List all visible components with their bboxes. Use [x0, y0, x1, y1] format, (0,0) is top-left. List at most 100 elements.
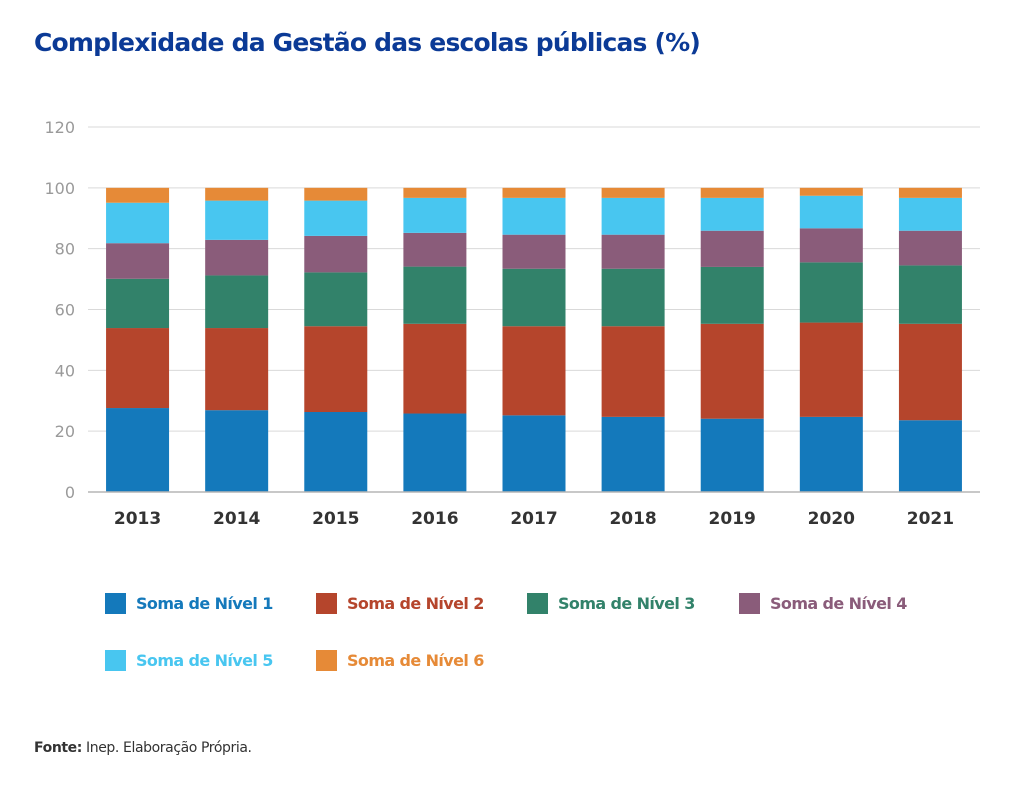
bar-segment-2018-nivel-3: [601, 268, 665, 327]
bar-segment-2021-nivel-1: [898, 420, 962, 492]
legend-label: Soma de Nível 3: [558, 594, 695, 613]
bar-stack-2020: [799, 187, 863, 492]
legend-item-nivel-1: Soma de Nível 1: [105, 593, 273, 614]
legend-item-nivel-2: Soma de Nível 2: [316, 593, 484, 614]
bar-segment-2017-nivel-6: [502, 187, 566, 198]
bar-segment-2015-nivel-1: [304, 412, 368, 492]
bar-segment-2015-nivel-2: [304, 326, 368, 413]
bar-segment-2021-nivel-6: [898, 187, 962, 198]
bar-segment-2014-nivel-3: [205, 275, 269, 329]
bar-segment-2015-nivel-3: [304, 272, 368, 327]
bar-segment-2016-nivel-1: [403, 413, 467, 492]
legend-label: Soma de Nível 4: [770, 594, 907, 613]
bar-segment-2015-nivel-5: [304, 200, 368, 236]
bar-segment-2013-nivel-6: [106, 187, 170, 203]
bar-segment-2018-nivel-4: [601, 234, 665, 269]
bar-segment-2018-nivel-2: [601, 326, 665, 417]
legend-swatch: [105, 650, 126, 671]
x-tick-label: 2020: [808, 509, 855, 529]
bar-segment-2017-nivel-2: [502, 326, 566, 416]
bar-segment-2014-nivel-6: [205, 187, 269, 201]
bar-segment-2016-nivel-4: [403, 232, 467, 267]
bar-segment-2020-nivel-5: [799, 195, 863, 229]
bar-segment-2015-nivel-6: [304, 187, 368, 201]
bar-segment-2013-nivel-1: [106, 408, 170, 492]
bar-segment-2019-nivel-6: [700, 187, 764, 198]
legend-swatch: [316, 593, 337, 614]
bar-segment-2021-nivel-5: [898, 197, 962, 231]
bar-segment-2019-nivel-5: [700, 197, 764, 231]
legend-swatch: [316, 650, 337, 671]
bar-segment-2020-nivel-6: [799, 187, 863, 196]
bar-stack-2021: [898, 187, 962, 492]
legend-label: Soma de Nível 2: [347, 594, 484, 613]
y-tick-label: 120: [44, 118, 75, 137]
bars: [106, 187, 962, 492]
bar-segment-2020-nivel-3: [799, 262, 863, 323]
bar-stack-2016: [403, 187, 467, 492]
legend-swatch: [739, 593, 760, 614]
legend-label: Soma de Nível 1: [136, 594, 273, 613]
source-label: Fonte:: [34, 740, 82, 756]
bar-segment-2021-nivel-3: [898, 265, 962, 324]
bar-segment-2020-nivel-1: [799, 416, 863, 492]
bar-segment-2020-nivel-4: [799, 228, 863, 263]
y-tick-label: 100: [44, 179, 75, 198]
x-tick-label: 2016: [411, 509, 458, 529]
bar-segment-2019-nivel-1: [700, 418, 764, 492]
bar-segment-2015-nivel-4: [304, 235, 368, 273]
y-tick-label: 0: [65, 483, 75, 502]
legend-item-nivel-6: Soma de Nível 6: [316, 650, 484, 671]
source-note: Fonte: Inep. Elaboração Própria.: [34, 740, 252, 756]
bar-segment-2018-nivel-1: [601, 416, 665, 492]
bar-segment-2013-nivel-2: [106, 328, 170, 409]
y-tick-label: 20: [55, 422, 75, 441]
legend-item-nivel-3: Soma de Nível 3: [527, 593, 695, 614]
bar-segment-2014-nivel-1: [205, 410, 269, 492]
legend-label: Soma de Nível 6: [347, 651, 484, 670]
bar-segment-2013-nivel-5: [106, 202, 170, 244]
bar-segment-2016-nivel-3: [403, 266, 467, 324]
x-tick-label: 2017: [510, 509, 557, 529]
bar-segment-2019-nivel-3: [700, 266, 764, 324]
x-tick-label: 2014: [213, 509, 260, 529]
bar-stack-2017: [502, 187, 566, 492]
x-tick-label: 2018: [609, 509, 656, 529]
y-tick-label: 60: [55, 301, 75, 320]
bar-segment-2017-nivel-5: [502, 197, 566, 235]
legend-item-nivel-4: Soma de Nível 4: [739, 593, 907, 614]
legend-swatch: [527, 593, 548, 614]
bar-segment-2014-nivel-5: [205, 200, 269, 240]
x-tick-label: 2015: [312, 509, 359, 529]
bar-segment-2017-nivel-3: [502, 268, 566, 327]
source-text: Inep. Elaboração Própria.: [81, 740, 252, 756]
chart-title: Complexidade da Gestão das escolas públi…: [34, 28, 701, 57]
bar-segment-2020-nivel-2: [799, 322, 863, 417]
bar-segment-2017-nivel-4: [502, 234, 566, 269]
bar-segment-2019-nivel-4: [700, 230, 764, 267]
bar-segment-2021-nivel-2: [898, 323, 962, 421]
bar-stack-2019: [700, 187, 764, 492]
bar-stack-2013: [106, 187, 170, 492]
bar-segment-2017-nivel-1: [502, 415, 566, 492]
bar-segment-2014-nivel-2: [205, 328, 269, 411]
y-tick-label: 40: [55, 361, 75, 380]
bar-segment-2019-nivel-2: [700, 323, 764, 419]
bar-segment-2016-nivel-5: [403, 197, 467, 233]
legend-label: Soma de Nível 5: [136, 651, 273, 670]
bar-segment-2013-nivel-3: [106, 278, 170, 329]
x-axis: 2013 2014 2015 2016 2017 2018 2019 2020 2021: [88, 491, 980, 529]
x-tick-label: 2021: [907, 509, 954, 529]
bar-segment-2014-nivel-4: [205, 239, 269, 276]
legend-item-nivel-5: Soma de Nível 5: [105, 650, 273, 671]
legend-swatch: [105, 593, 126, 614]
y-axis-ticks: 0 20 40 60 80 100 120: [44, 118, 75, 502]
bar-stack-2015: [304, 187, 368, 492]
bar-segment-2013-nivel-4: [106, 243, 170, 279]
bar-segment-2018-nivel-6: [601, 187, 665, 198]
bar-segment-2018-nivel-5: [601, 197, 665, 235]
bar-segment-2016-nivel-2: [403, 323, 467, 414]
y-tick-label: 80: [55, 240, 75, 259]
x-tick-label: 2019: [709, 509, 756, 529]
